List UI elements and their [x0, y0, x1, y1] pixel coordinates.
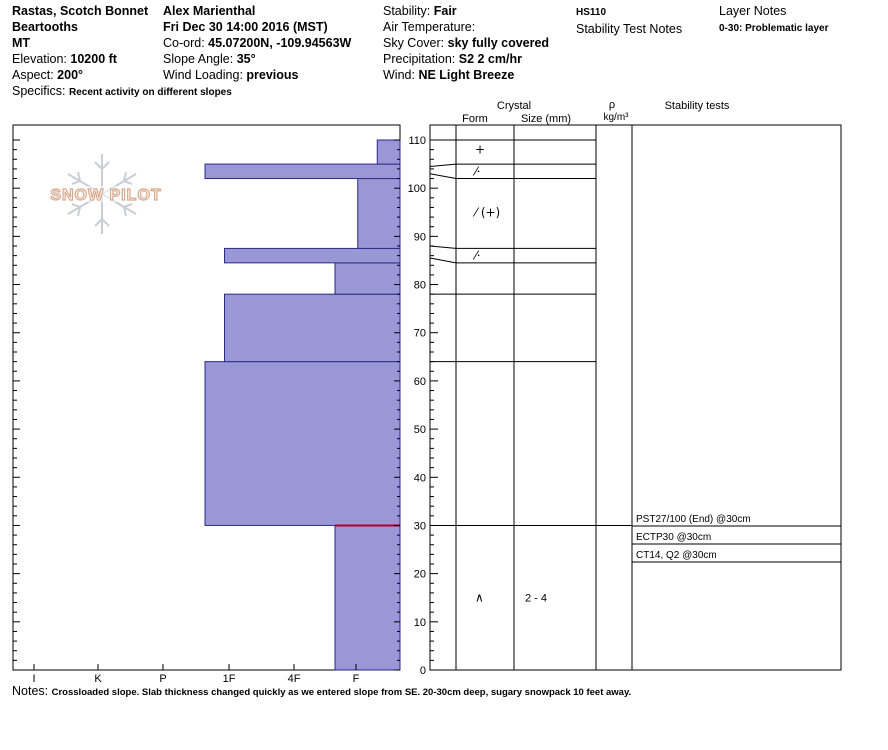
- layer-notes-block: Layer Notes 0-30: Problematic layer: [719, 3, 829, 37]
- stability-value: Fair: [433, 4, 457, 18]
- hardness-tick-label: I: [32, 673, 35, 685]
- specifics-value: Recent activity on different slopes: [68, 87, 232, 98]
- depth-tick-label: 40: [414, 472, 426, 484]
- depth-tick-label: 10: [414, 617, 426, 629]
- observer-block: Alex Marienthal Fri Dec 30 14:00 2016 (M…: [163, 3, 351, 83]
- hardness-tick-label: K: [94, 673, 102, 685]
- hs-block: HS110 Stability Test Notes: [576, 3, 682, 37]
- precip-value: S2 2 cm/hr: [458, 52, 522, 66]
- wind-value: NE Light Breeze: [418, 68, 515, 82]
- layer-notes-title: Layer Notes: [719, 4, 787, 18]
- depth-tick-label: 30: [414, 520, 426, 532]
- precip-label: Precipitation:: [383, 52, 456, 66]
- hardness-tick-label: P: [159, 673, 166, 685]
- crystal-header: Crystal: [497, 100, 531, 112]
- stability-test-label: CT14, Q2 @30cm: [636, 550, 717, 561]
- wind-label: Wind:: [383, 68, 415, 82]
- hardness-layer-bar: [204, 163, 401, 180]
- hardness-tick-label: 4F: [288, 673, 301, 685]
- depth-tick-label: 50: [414, 424, 426, 436]
- density-unit-header: kg/m³: [604, 112, 630, 123]
- datetime: Fri Dec 30 14:00 2016 (MST): [163, 20, 328, 34]
- grain-form-symbol: ∧: [475, 591, 484, 605]
- depth-tick-label: 20: [414, 569, 426, 581]
- slope-label: Slope Angle:: [163, 52, 234, 66]
- layer-note: 0-30: Problematic layer: [719, 23, 829, 34]
- hs-value: HS110: [576, 7, 607, 18]
- coord-label: Co-ord:: [163, 36, 205, 50]
- hardness-layer-bar: [204, 361, 401, 526]
- observer-name: Alex Marienthal: [163, 4, 256, 18]
- rho-header: ρ: [609, 99, 615, 111]
- sky-value: sky fully covered: [447, 36, 550, 50]
- aspect-value: 200°: [57, 68, 84, 82]
- size-header: Size (mm): [521, 113, 571, 125]
- layer-connector: [429, 245, 457, 249]
- notes-value: Crossloaded slope. Slab thickness change…: [51, 687, 632, 698]
- layer-connector: [429, 163, 457, 167]
- elevation-label: Elevation:: [12, 52, 67, 66]
- sky-label: Sky Cover:: [383, 36, 445, 50]
- hardness-layer-bar: [334, 524, 401, 671]
- wind-loading-value: previous: [246, 68, 299, 82]
- hardness-layer-bar: [376, 139, 401, 165]
- right-frame: [429, 124, 842, 671]
- depth-tick-label: 0: [420, 665, 426, 677]
- grain-form-symbol: ⁄⸱: [472, 249, 480, 263]
- hardness-tick-label: F: [353, 673, 360, 685]
- grain-form-symbol: ⁄ (+): [472, 205, 500, 219]
- aspect-label: Aspect:: [12, 68, 54, 82]
- hardness-layer-bar: [224, 293, 401, 363]
- depth-tick-label: 80: [414, 280, 426, 292]
- hardness-layer-bar: [224, 247, 401, 264]
- stability-test-label: ECTP30 @30cm: [636, 532, 711, 543]
- stability-test-label: PST27/100 (End) @30cm: [636, 514, 751, 525]
- grain-form-symbol: ⁄⸱: [472, 164, 480, 178]
- depth-tick-label: 100: [408, 183, 426, 195]
- logo-text: SNOW PILOT: [50, 187, 161, 204]
- stability-test-notes-title: Stability Test Notes: [576, 22, 683, 36]
- location-block: Rastas, Scotch Bonnet Beartooths MT Elev…: [12, 3, 232, 101]
- hardness-tick-label: 1F: [223, 673, 236, 685]
- range-name: Beartooths: [12, 20, 78, 34]
- stability-label: Stability:: [383, 4, 431, 18]
- notes-label: Notes:: [12, 684, 49, 698]
- notes-line: Notes: Crossloaded slope. Slab thickness…: [12, 684, 631, 698]
- elevation-value: 10200 ft: [70, 52, 117, 66]
- depth-tick-label: 90: [414, 231, 426, 243]
- slope-value: 35°: [236, 52, 256, 66]
- depth-tick-label: 110: [408, 135, 426, 147]
- conditions-block: Stability: Fair Air Temperature: Sky Cov…: [383, 3, 549, 83]
- stability-tests-header: Stability tests: [665, 100, 730, 112]
- layer-connector: [429, 173, 457, 180]
- depth-tick-label: 70: [414, 328, 426, 340]
- hardness-layer-bar: [334, 262, 401, 295]
- grain-size-label: 2 - 4: [525, 593, 547, 605]
- location-name: Rastas, Scotch Bonnet: [12, 4, 149, 18]
- depth-tick-label: 60: [414, 376, 426, 388]
- grain-form-symbol: +: [475, 143, 485, 157]
- form-header: Form: [462, 113, 488, 125]
- coord-value: 45.07200N, -109.94563W: [208, 36, 352, 50]
- air-temp-label: Air Temperature:: [383, 20, 476, 34]
- snowpilot-logo: SNOW PILOT: [36, 154, 176, 234]
- wind-loading-label: Wind Loading:: [163, 68, 243, 82]
- layer-connector: [429, 257, 457, 264]
- hardness-layer-bar: [357, 178, 401, 249]
- specifics-label: Specifics:: [12, 84, 66, 98]
- state: MT: [12, 36, 31, 50]
